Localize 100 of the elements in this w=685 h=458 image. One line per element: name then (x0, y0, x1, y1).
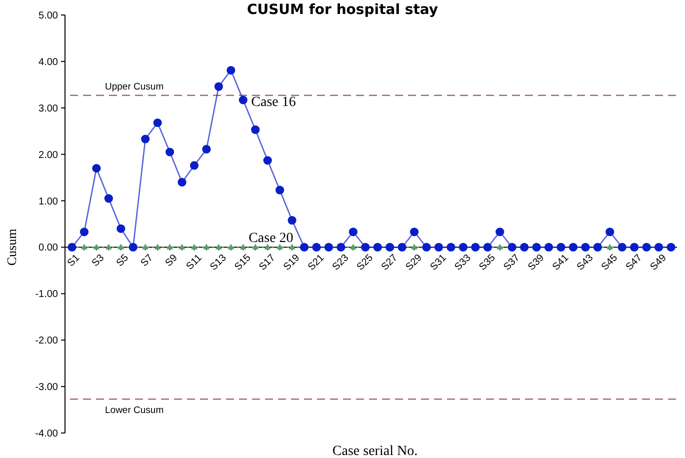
y-tick-label: -1.00 (35, 289, 58, 300)
point (618, 242, 626, 252)
y-tick-label: -2.00 (35, 336, 58, 347)
point (276, 244, 284, 250)
point (496, 228, 504, 236)
point (458, 242, 468, 252)
point (203, 244, 210, 250)
point (238, 96, 248, 104)
point (386, 242, 394, 252)
point (642, 242, 651, 252)
x-tick-label: S47 (624, 252, 645, 273)
x-tick-label: S21 (306, 252, 327, 273)
x-tick-label: S31 (428, 252, 450, 273)
point (422, 242, 431, 252)
point (434, 242, 444, 252)
point (165, 148, 174, 156)
point (288, 244, 296, 250)
point (593, 242, 602, 252)
y-tick-label: 2.00 (38, 150, 58, 161)
x-tick-label: S11 (184, 252, 205, 272)
point (116, 224, 126, 233)
x-tick-label: S49 (648, 252, 670, 273)
y-tick-label: 3.00 (38, 103, 58, 114)
point (568, 242, 578, 252)
point (214, 82, 223, 91)
point (251, 125, 260, 134)
point (446, 242, 456, 252)
point (398, 242, 406, 252)
x-tick-label: S3 (90, 252, 107, 269)
point (104, 194, 113, 203)
x-tick-label: S17 (257, 252, 278, 273)
x-tick-label: S23 (330, 252, 352, 273)
y-tick-label: 4.00 (38, 56, 58, 68)
x-tick-label: S35 (477, 252, 498, 273)
x-tick-label: S33 (452, 252, 474, 273)
point (654, 242, 664, 252)
point (264, 244, 271, 250)
point (556, 242, 566, 252)
point (312, 242, 321, 252)
point (68, 242, 76, 252)
point (288, 216, 296, 225)
annotation: Case 20 (248, 231, 294, 246)
point (666, 242, 676, 252)
point (263, 156, 272, 165)
ref-line-label: Lower Cusum (105, 405, 164, 416)
point (228, 244, 234, 250)
x-tick-label: S7 (138, 252, 156, 269)
point (93, 244, 100, 250)
point (508, 242, 516, 252)
annotation: Case 16 (251, 94, 296, 110)
point (118, 244, 124, 250)
point (92, 164, 101, 173)
point (240, 244, 246, 250)
x-tick-label: S45 (600, 252, 620, 273)
point (496, 244, 504, 250)
x-tick-label: S19 (282, 252, 302, 273)
point (581, 242, 590, 252)
point (190, 161, 199, 170)
point (80, 228, 89, 236)
point (142, 244, 149, 250)
point (300, 242, 309, 252)
point (252, 244, 259, 250)
point (178, 244, 186, 250)
x-tick-label: S5 (114, 252, 132, 269)
point (520, 242, 529, 252)
x-axis-title: Case serial No. (332, 444, 418, 458)
y-tick-label: -4.00 (35, 428, 58, 440)
y-tick-label: 1.00 (38, 196, 58, 208)
point (483, 242, 492, 252)
x-tick-label: S25 (355, 252, 376, 273)
point (630, 242, 639, 252)
point (411, 244, 418, 250)
point (373, 242, 382, 252)
point (153, 118, 162, 128)
x-tick-label: S15 (232, 252, 254, 273)
x-tick-label: S9 (163, 252, 180, 269)
chart-title: CUSUM for hospital stay (246, 2, 438, 18)
point (606, 244, 614, 250)
point (361, 242, 370, 252)
y-axis-title: Cusum (4, 228, 19, 266)
ref-line-label: Upper Cusum (105, 81, 164, 92)
point (336, 242, 346, 252)
point (532, 242, 541, 252)
point (105, 244, 112, 250)
x-tick-label: S29 (404, 252, 425, 273)
point (128, 242, 138, 252)
x-tick-label: S13 (208, 252, 230, 273)
point (191, 244, 198, 250)
point (226, 66, 236, 75)
x-tick-label: S43 (575, 252, 596, 273)
point (471, 242, 480, 252)
x-tick-label: S41 (550, 252, 572, 273)
point (348, 228, 358, 236)
point (178, 178, 186, 186)
y-tick-label: 0.00 (38, 242, 58, 254)
x-tick-label: S39 (526, 252, 547, 273)
point (410, 228, 419, 236)
point (350, 244, 356, 250)
point (276, 186, 284, 194)
point (81, 244, 88, 250)
